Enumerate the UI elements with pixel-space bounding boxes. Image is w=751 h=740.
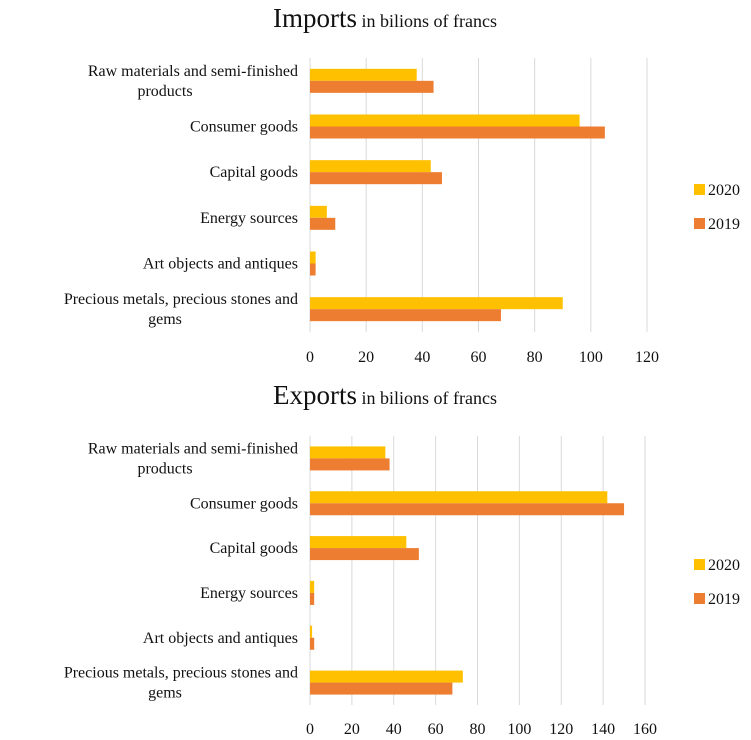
bar-2020 <box>310 625 313 638</box>
category-label-line: Energy sources <box>200 210 298 227</box>
bar-2020 <box>310 536 407 549</box>
legend-label-2019: 2019 <box>708 591 740 608</box>
bar-2020 <box>310 446 386 459</box>
category-label-line: gems <box>148 311 182 328</box>
bar-2019 <box>310 217 336 230</box>
bar-2019 <box>310 682 453 695</box>
category-label-line: Art objects and antiques <box>143 630 298 647</box>
bar-2020 <box>310 114 580 127</box>
bar-2019 <box>310 126 605 139</box>
legend-label-2020: 2020 <box>708 182 740 199</box>
category-label: Capital goods <box>210 164 298 181</box>
category-label-line: Capital goods <box>210 164 298 181</box>
bar-2020 <box>310 491 608 504</box>
category-label-line: Energy sources <box>200 585 298 602</box>
x-tick-label: 20 <box>344 721 360 738</box>
category-label-line: products <box>137 83 192 100</box>
bar-2019 <box>310 548 419 561</box>
x-tick-label: 100 <box>579 349 603 366</box>
category-label: Capital goods <box>210 540 298 557</box>
category-label: Precious metals, precious stones and gems <box>64 665 298 702</box>
x-tick-label: 40 <box>386 721 402 738</box>
bar-2020 <box>310 160 431 173</box>
chart-subtitle: in bilions of francs <box>357 388 497 408</box>
chart-title-main: Imports <box>273 3 357 33</box>
bar-2019 <box>310 172 442 185</box>
category-label-line: Art objects and antiques <box>143 256 298 273</box>
x-tick-label: 120 <box>549 721 573 738</box>
x-tick-label: 0 <box>306 721 314 738</box>
category-label: Energy sources <box>200 585 298 602</box>
x-tick-label: 120 <box>635 349 659 366</box>
category-label: Raw materials and semi-finished products <box>88 440 298 477</box>
bar-2019 <box>310 458 390 471</box>
bar-2019 <box>310 80 434 93</box>
category-label: Art objects and antiques <box>143 256 298 273</box>
chart-title-main: Exports <box>273 380 357 410</box>
category-label: Energy sources <box>200 210 298 227</box>
x-tick-label: 140 <box>591 721 615 738</box>
category-label-line: Precious metals, precious stones and <box>64 291 298 308</box>
bar-2019 <box>310 637 315 650</box>
legend-label-2019: 2019 <box>708 216 740 233</box>
category-label-line: products <box>137 460 192 477</box>
x-tick-label: 100 <box>507 721 531 738</box>
x-tick-label: 40 <box>414 349 430 366</box>
category-label-line: Raw materials and semi-finished <box>88 63 298 80</box>
x-tick-label: 80 <box>527 349 543 366</box>
legend-swatch-2019 <box>694 593 705 604</box>
chart-title: Exports in bilions of francs <box>273 380 497 410</box>
category-label: Consumer goods <box>190 495 298 512</box>
x-tick-label: 80 <box>470 721 486 738</box>
x-tick-label: 0 <box>306 349 314 366</box>
chart-title: Imports in bilions of francs <box>273 3 497 33</box>
category-label-line: Capital goods <box>210 540 298 557</box>
legend-label-2020: 2020 <box>708 557 740 574</box>
bar-2019 <box>310 592 315 605</box>
x-tick-label: 160 <box>633 721 657 738</box>
legend-swatch-2020 <box>694 184 705 195</box>
chart-subtitle: in bilions of francs <box>357 11 497 31</box>
chart-imports: Imports in bilions of francs 0 20 40 60 80 100… <box>64 3 740 366</box>
category-label: Art objects and antiques <box>143 630 298 647</box>
bar-2020 <box>310 297 563 310</box>
category-label: Raw materials and semi-finished products <box>88 63 298 100</box>
bar-2019 <box>310 263 316 276</box>
category-label: Consumer goods <box>190 119 298 136</box>
chart-exports: Exports in bilions of francs 0 20 40 60 80 100… <box>64 380 740 738</box>
category-label-line: Raw materials and semi-finished <box>88 440 298 457</box>
bar-2020 <box>310 68 417 81</box>
category-label-line: Consumer goods <box>190 495 298 512</box>
x-tick-label: 60 <box>471 349 487 366</box>
bar-2020 <box>310 205 327 218</box>
bar-2020 <box>310 251 316 264</box>
bar-2019 <box>310 503 625 516</box>
category-label-line: Precious metals, precious stones and <box>64 665 298 682</box>
bar-2020 <box>310 670 463 683</box>
legend-swatch-2019 <box>694 218 705 229</box>
category-label-line: Consumer goods <box>190 119 298 136</box>
bar-2019 <box>310 309 501 322</box>
bar-2020 <box>310 580 315 593</box>
category-label: Precious metals, precious stones and gems <box>64 291 298 328</box>
x-tick-label: 20 <box>358 349 374 366</box>
legend-swatch-2020 <box>694 559 705 570</box>
category-label-line: gems <box>148 685 182 702</box>
x-tick-label: 60 <box>428 721 444 738</box>
